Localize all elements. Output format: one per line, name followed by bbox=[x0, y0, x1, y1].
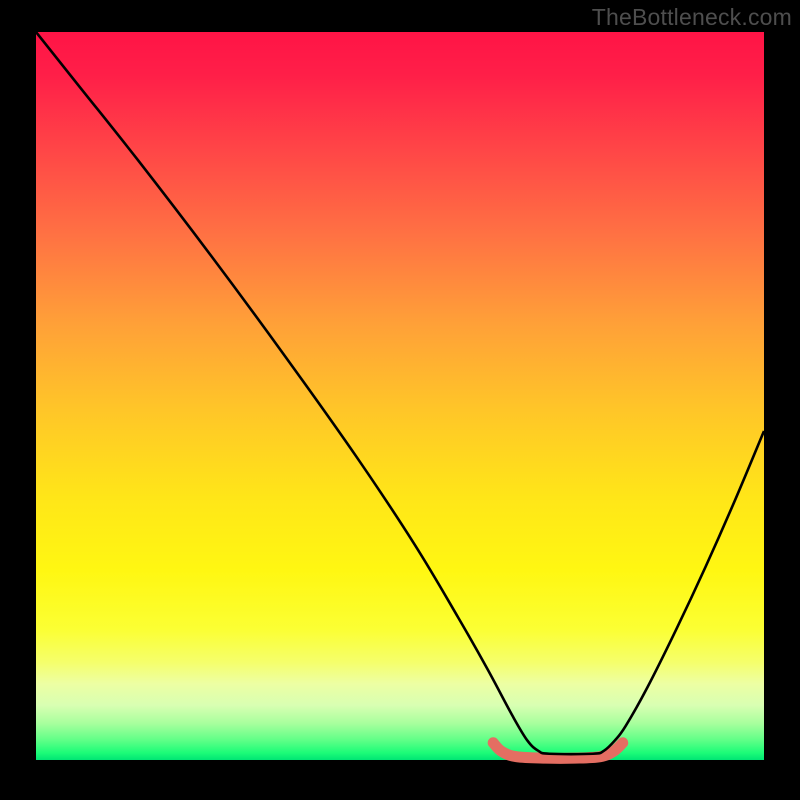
curve-layer bbox=[36, 32, 764, 764]
plot-area bbox=[36, 32, 764, 764]
watermark-text: TheBottleneck.com bbox=[592, 4, 792, 31]
bottleneck-curve bbox=[36, 32, 764, 754]
chart-frame: TheBottleneck.com bbox=[0, 0, 800, 800]
